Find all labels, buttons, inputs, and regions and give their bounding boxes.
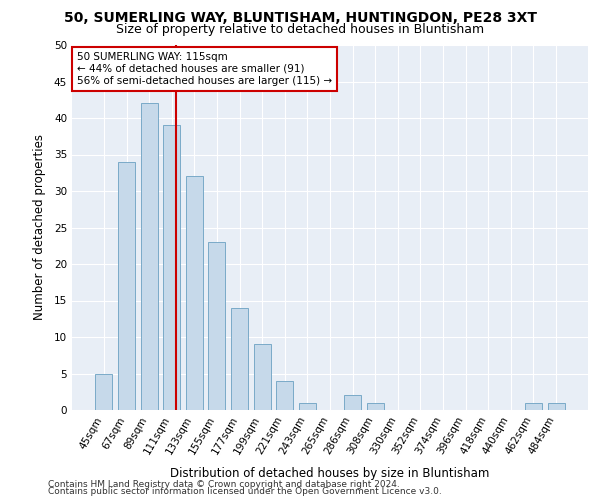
Y-axis label: Number of detached properties: Number of detached properties [32, 134, 46, 320]
Bar [254, 344, 271, 410]
Bar [299, 402, 316, 410]
Text: 50, SUMERLING WAY, BLUNTISHAM, HUNTINGDON, PE28 3XT: 50, SUMERLING WAY, BLUNTISHAM, HUNTINGDO… [64, 11, 536, 25]
Bar [163, 126, 180, 410]
Bar [367, 402, 383, 410]
Text: Size of property relative to detached houses in Bluntisham: Size of property relative to detached ho… [116, 22, 484, 36]
Bar [548, 402, 565, 410]
Bar [277, 381, 293, 410]
Bar [344, 396, 361, 410]
Text: Contains HM Land Registry data © Crown copyright and database right 2024.: Contains HM Land Registry data © Crown c… [48, 480, 400, 489]
Bar [231, 308, 248, 410]
Bar [118, 162, 135, 410]
Text: Contains public sector information licensed under the Open Government Licence v3: Contains public sector information licen… [48, 487, 442, 496]
Text: 50 SUMERLING WAY: 115sqm
← 44% of detached houses are smaller (91)
56% of semi-d: 50 SUMERLING WAY: 115sqm ← 44% of detach… [77, 52, 332, 86]
X-axis label: Distribution of detached houses by size in Bluntisham: Distribution of detached houses by size … [170, 468, 490, 480]
Bar [140, 104, 158, 410]
Bar [208, 242, 226, 410]
Bar [95, 374, 112, 410]
Bar [186, 176, 203, 410]
Bar [525, 402, 542, 410]
